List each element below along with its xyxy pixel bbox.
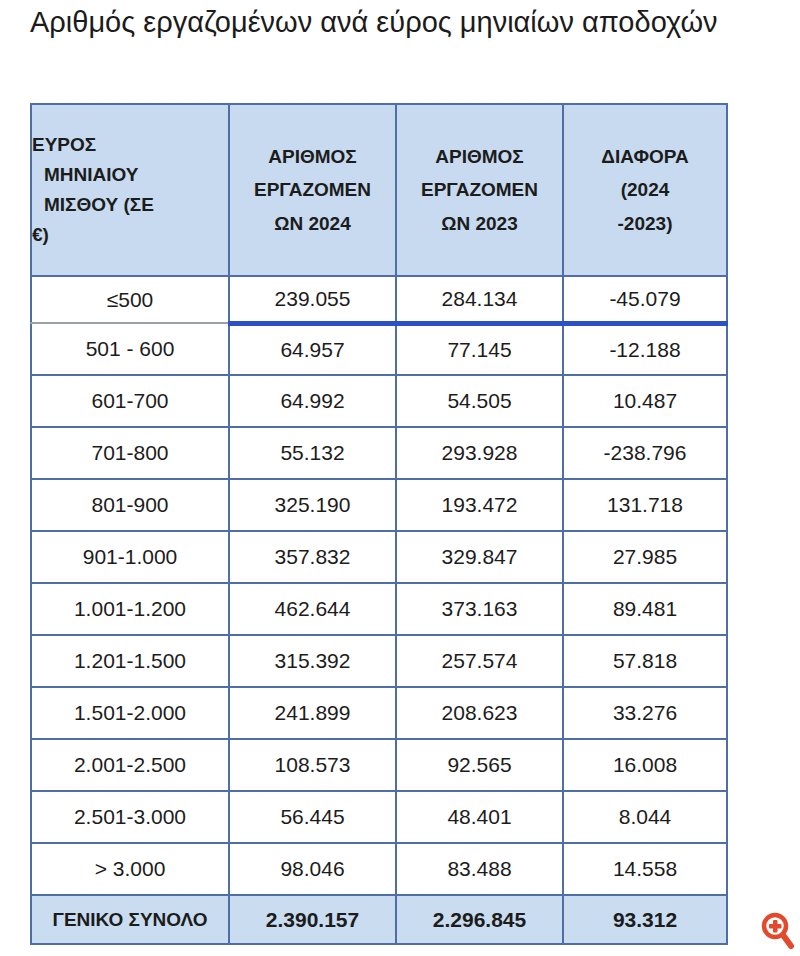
table-row: 501 - 600 64.957 77.145 -12.188 — [31, 323, 727, 375]
cell-total-2023: 2.296.845 — [396, 895, 563, 944]
header-line: ΑΡΙΘΜΟΣ — [230, 140, 395, 173]
header-line: ΕΥΡΟΣ — [32, 130, 228, 160]
cell-diff: 16.008 — [563, 739, 727, 791]
cell-range: 1.201-1.500 — [31, 635, 229, 687]
cell-diff: -238.796 — [563, 427, 727, 479]
cell-2023: 293.928 — [396, 427, 563, 479]
page: Αριθμός εργαζομένων ανά εύρος μηνιαίων α… — [0, 0, 800, 956]
table-row: 901-1.000 357.832 329.847 27.985 — [31, 531, 727, 583]
cell-2024: 315.392 — [229, 635, 396, 687]
header-line: ΑΡΙΘΜΟΣ — [397, 140, 562, 173]
cell-2024: 56.445 — [229, 791, 396, 843]
cell-range: 1.501-2.000 — [31, 687, 229, 739]
table-row: 2.501-3.000 56.445 48.401 8.044 — [31, 791, 727, 843]
cell-2023: 83.488 — [396, 843, 563, 895]
header-line: ΕΡΓΑΖΟΜΕΝ — [397, 173, 562, 206]
cell-diff: 14.558 — [563, 843, 727, 895]
header-line: -2023) — [564, 207, 726, 240]
table-row: 2.001-2.500 108.573 92.565 16.008 — [31, 739, 727, 791]
cell-2024: 108.573 — [229, 739, 396, 791]
header-line: ΕΡΓΑΖΟΜΕΝ — [230, 173, 395, 206]
table-row: 1.201-1.500 315.392 257.574 57.818 — [31, 635, 727, 687]
header-line: ΩΝ 2024 — [230, 207, 395, 240]
cell-diff: 33.276 — [563, 687, 727, 739]
cell-2024: 55.132 — [229, 427, 396, 479]
salary-table: ΕΥΡΟΣ ΜΗΝΙΑΙΟΥ ΜΙΣΘΟΥ (ΣΕ €) ΑΡΙΘΜΟΣ ΕΡΓ… — [30, 103, 728, 945]
header-line: (2024 — [564, 173, 726, 206]
cell-2023: 92.565 — [396, 739, 563, 791]
cell-2023: 257.574 — [396, 635, 563, 687]
cell-2024: 462.644 — [229, 583, 396, 635]
cell-total-diff: 93.312 — [563, 895, 727, 944]
cell-2023: 193.472 — [396, 479, 563, 531]
cell-2024: 64.957 — [229, 323, 396, 375]
cell-diff: 8.044 — [563, 791, 727, 843]
cell-range: 601-700 — [31, 375, 229, 427]
magnifier-plus-icon — [759, 909, 797, 951]
cell-range: 701-800 — [31, 427, 229, 479]
header-employees-2023: ΑΡΙΘΜΟΣ ΕΡΓΑΖΟΜΕΝ ΩΝ 2023 — [396, 104, 563, 276]
cell-range: 801-900 — [31, 479, 229, 531]
header-salary-range: ΕΥΡΟΣ ΜΗΝΙΑΙΟΥ ΜΙΣΘΟΥ (ΣΕ €) — [31, 104, 229, 276]
cell-range: 1.001-1.200 — [31, 583, 229, 635]
cell-diff: 57.818 — [563, 635, 727, 687]
zoom-image-button[interactable] — [759, 909, 797, 951]
page-title: Αριθμός εργαζομένων ανά εύρος μηνιαίων α… — [30, 6, 790, 39]
table-header-row: ΕΥΡΟΣ ΜΗΝΙΑΙΟΥ ΜΙΣΘΟΥ (ΣΕ €) ΑΡΙΘΜΟΣ ΕΡΓ… — [31, 104, 727, 276]
cell-diff: 27.985 — [563, 531, 727, 583]
table-row: ≤500 239.055 284.134 -45.079 — [31, 276, 727, 323]
cell-range: 2.001-2.500 — [31, 739, 229, 791]
cell-diff: -45.079 — [563, 276, 727, 323]
header-difference: ΔΙΑΦΟΡΑ (2024 -2023) — [563, 104, 727, 276]
total-row: ΓΕΝΙΚΟ ΣΥΝΟΛΟ 2.390.157 2.296.845 93.312 — [31, 895, 727, 944]
cell-2023: 48.401 — [396, 791, 563, 843]
cell-2024: 241.899 — [229, 687, 396, 739]
table-row: 1.001-1.200 462.644 373.163 89.481 — [31, 583, 727, 635]
cell-2023: 77.145 — [396, 323, 563, 375]
table-row: 801-900 325.190 193.472 131.718 — [31, 479, 727, 531]
header-line: ΔΙΑΦΟΡΑ — [564, 140, 726, 173]
header-line: ΩΝ 2023 — [397, 207, 562, 240]
cell-2024: 239.055 — [229, 276, 396, 323]
cell-2024: 325.190 — [229, 479, 396, 531]
header-line: ΜΗΝΙΑΙΟΥ — [32, 160, 228, 190]
table-row: 701-800 55.132 293.928 -238.796 — [31, 427, 727, 479]
cell-2023: 54.505 — [396, 375, 563, 427]
cell-2024: 357.832 — [229, 531, 396, 583]
cell-diff: 10.487 — [563, 375, 727, 427]
cell-diff: -12.188 — [563, 323, 727, 375]
cell-total-label: ΓΕΝΙΚΟ ΣΥΝΟΛΟ — [31, 895, 229, 944]
header-line: €) — [32, 220, 228, 250]
cell-2023: 208.623 — [396, 687, 563, 739]
cell-2024: 64.992 — [229, 375, 396, 427]
cell-range: ≤500 — [31, 276, 229, 323]
table-row: > 3.000 98.046 83.488 14.558 — [31, 843, 727, 895]
cell-2023: 284.134 — [396, 276, 563, 323]
cell-range: 2.501-3.000 — [31, 791, 229, 843]
header-employees-2024: ΑΡΙΘΜΟΣ ΕΡΓΑΖΟΜΕΝ ΩΝ 2024 — [229, 104, 396, 276]
cell-2023: 329.847 — [396, 531, 563, 583]
cell-range: > 3.000 — [31, 843, 229, 895]
cell-2024: 98.046 — [229, 843, 396, 895]
table-row: 1.501-2.000 241.899 208.623 33.276 — [31, 687, 727, 739]
cell-2023: 373.163 — [396, 583, 563, 635]
header-line: ΜΙΣΘΟΥ (ΣΕ — [32, 190, 228, 220]
cell-range: 901-1.000 — [31, 531, 229, 583]
cell-diff: 131.718 — [563, 479, 727, 531]
table-row: 601-700 64.992 54.505 10.487 — [31, 375, 727, 427]
cell-range: 501 - 600 — [31, 323, 229, 375]
cell-total-2024: 2.390.157 — [229, 895, 396, 944]
cell-diff: 89.481 — [563, 583, 727, 635]
